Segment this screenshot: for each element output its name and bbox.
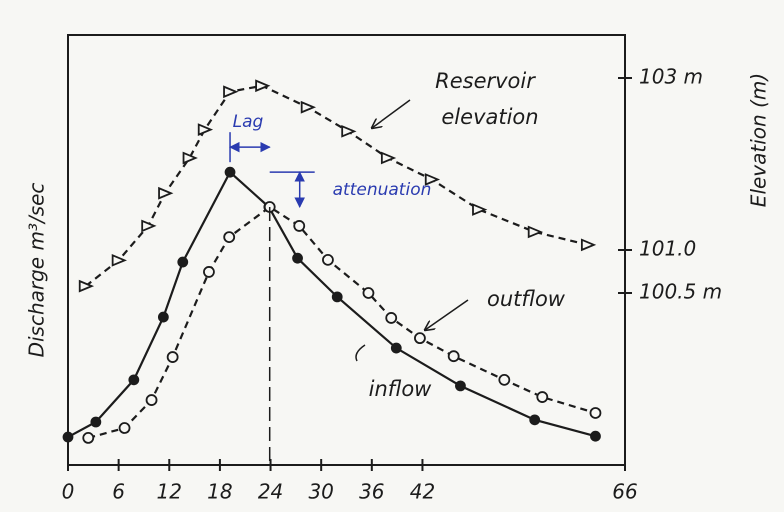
point xyxy=(113,255,125,265)
point xyxy=(363,288,373,298)
point xyxy=(256,81,268,91)
x-tick-label: 42 xyxy=(410,480,435,504)
y2-tick-label: 100.5 m xyxy=(639,280,722,304)
point xyxy=(224,87,236,97)
point xyxy=(302,102,314,112)
point xyxy=(333,292,342,301)
x-tick-label: 6 xyxy=(112,480,125,504)
x-tick-label: 12 xyxy=(157,480,182,504)
point xyxy=(159,188,171,198)
point xyxy=(64,433,73,442)
point xyxy=(293,254,302,263)
point xyxy=(91,418,100,427)
point xyxy=(199,125,211,135)
y2-tick-label: 103 m xyxy=(639,65,703,89)
point xyxy=(591,432,600,441)
point xyxy=(530,415,539,424)
point xyxy=(415,333,425,343)
x-tick-label: 30 xyxy=(308,480,333,504)
point xyxy=(83,433,93,443)
x-tick-label: 66 xyxy=(612,480,637,504)
annotation: Reservoir xyxy=(435,69,536,93)
leader-arrow xyxy=(356,345,365,361)
point xyxy=(529,227,541,237)
point xyxy=(129,375,138,384)
annotation: inflow xyxy=(369,377,433,401)
point xyxy=(499,375,509,385)
point xyxy=(473,205,485,215)
point xyxy=(184,153,196,163)
series-line xyxy=(88,207,595,438)
point xyxy=(178,258,187,267)
leader-arrow xyxy=(372,100,410,128)
y2-axis-label: Elevation (m) xyxy=(747,73,771,207)
point xyxy=(204,267,214,277)
point xyxy=(590,408,600,418)
point xyxy=(449,351,459,361)
y2-tick-label: 101.0 xyxy=(639,237,696,261)
point xyxy=(142,221,154,231)
point xyxy=(537,392,547,402)
leader-arrow xyxy=(425,300,468,330)
x-tick-label: 24 xyxy=(258,480,283,504)
y-axis-label: Discharge m³/sec xyxy=(25,183,49,358)
x-tick-label: 36 xyxy=(359,480,384,504)
point xyxy=(168,352,178,362)
point xyxy=(342,126,354,136)
annotation: elevation xyxy=(441,105,538,129)
point xyxy=(386,313,396,323)
point xyxy=(382,153,394,163)
annotation: Lag xyxy=(233,112,264,132)
x-tick-label: 0 xyxy=(62,480,75,504)
point xyxy=(120,423,130,433)
point xyxy=(224,232,234,242)
point xyxy=(456,381,465,390)
point xyxy=(147,395,157,405)
point xyxy=(294,221,304,231)
annotation: outflow xyxy=(487,287,566,311)
point xyxy=(159,313,168,322)
point xyxy=(582,240,594,250)
point xyxy=(392,344,401,353)
chart: Discharge m³/sec Elevation (m) 0 6 12 18 24 3… xyxy=(0,0,784,512)
x-tick-label: 18 xyxy=(207,480,232,504)
point xyxy=(323,255,333,265)
point xyxy=(226,168,235,177)
annotation: attenuation xyxy=(333,180,432,200)
